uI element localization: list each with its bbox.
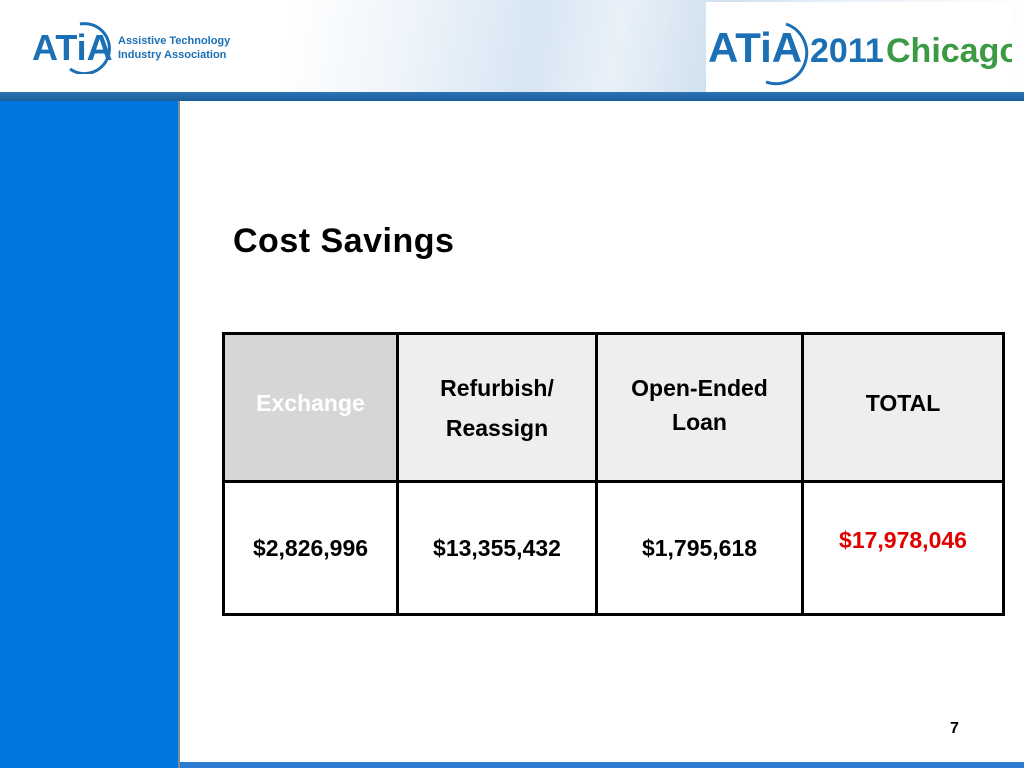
header-refurbish-line-1: Refurbish/ — [440, 374, 554, 401]
header-loan-line-2: Loan — [672, 408, 727, 435]
atia-org-logo: ATiA Assistive Technology Industry Assoc… — [32, 22, 231, 74]
bottom-stripe — [180, 762, 1024, 768]
event-logo-box: ATiA 2011 Chicago — [706, 2, 1012, 92]
header-loan-line-1: Open-Ended — [631, 374, 768, 401]
header-total: TOTAL — [801, 332, 1005, 483]
event-logo-mark: ATiA — [708, 24, 802, 71]
logo-line-1: Assistive Technology — [118, 35, 231, 47]
header-total-label: TOTAL — [865, 390, 941, 416]
side-panel — [0, 101, 180, 768]
header-stripe — [0, 92, 1024, 101]
header-exchange-label: Exchange — [256, 390, 365, 416]
logo-line-2: Industry Association — [118, 49, 227, 61]
header-refurbish: Refurbish/Reassign — [396, 332, 598, 483]
event-logo-year: 2011 — [810, 32, 884, 70]
slide-title: Cost Savings — [233, 222, 455, 260]
header-refurbish-line-2: Reassign — [445, 414, 549, 441]
event-logo-swoosh-icon — [765, 22, 809, 86]
value-open-ended-loan: $1,795,618 — [595, 480, 804, 616]
page-number: 7 — [950, 720, 959, 737]
header-open-ended-loan: Open-Ended Loan — [595, 332, 804, 483]
table-header-row: Exchange Refurbish/Reassign Open-Ended Lo… — [222, 332, 1005, 483]
slide-header: ATiA Assistive Technology Industry Assoc… — [0, 0, 1024, 92]
event-logo-city: Chicago — [886, 32, 1012, 70]
value-exchange: $2,826,996 — [222, 480, 399, 616]
logo-mark: ATiA — [32, 27, 113, 68]
value-refurbish: $13,355,432 — [396, 480, 598, 616]
value-total: $17,978,046 — [801, 480, 1005, 616]
cost-savings-table: Exchange Refurbish/Reassign Open-Ended Lo… — [222, 332, 1005, 616]
header-exchange: Exchange — [222, 332, 399, 483]
table-row: $2,826,996 $13,355,432 $1,795,618 $17,97… — [222, 480, 1005, 616]
logo-swoosh-icon — [69, 22, 111, 74]
atia-2011-chicago-logo: ATiA 2011 Chicago — [708, 22, 1012, 86]
